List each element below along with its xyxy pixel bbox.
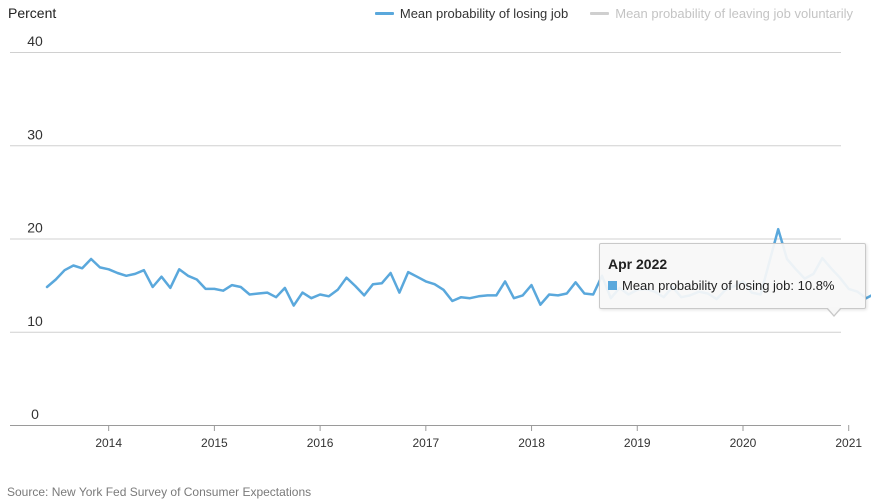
legend-swatch-losing-job bbox=[374, 12, 394, 15]
y-tick-label-10: 10 bbox=[27, 313, 43, 329]
x-tick-label-2017: 2017 bbox=[412, 436, 439, 450]
legend-label-leaving-voluntarily: Mean probability of leaving job voluntar… bbox=[615, 6, 853, 21]
x-tick-label-2019: 2019 bbox=[624, 436, 651, 450]
x-tick-label-2015: 2015 bbox=[201, 436, 228, 450]
x-tick-label-2016: 2016 bbox=[307, 436, 334, 450]
source-note: Source: New York Fed Survey of Consumer … bbox=[7, 485, 312, 499]
y-tick-label-40: 40 bbox=[27, 33, 43, 49]
legend: Mean probability of losing job Mean prob… bbox=[374, 6, 853, 21]
legend-label-losing-job: Mean probability of losing job bbox=[399, 6, 569, 21]
x-tick-label-2021: 2021 bbox=[835, 436, 862, 450]
legend-item-leaving-voluntarily[interactable]: Mean probability of leaving job voluntar… bbox=[590, 6, 853, 21]
legend-swatch-leaving-voluntarily bbox=[590, 12, 610, 15]
x-tick-label-2014: 2014 bbox=[95, 436, 122, 450]
tooltip-series-name: Mean probability of losing job bbox=[622, 278, 791, 293]
tooltip-series-swatch bbox=[608, 281, 617, 290]
data-tooltip: Apr 2022 Mean probability of losing job … bbox=[599, 243, 866, 317]
tooltip-row: Mean probability of losing job : 10.8% bbox=[608, 278, 835, 293]
y-tick-label-0: 0 bbox=[31, 406, 39, 422]
tooltip-value: 10.8% bbox=[797, 278, 835, 293]
tooltip-separator: : bbox=[790, 278, 798, 293]
y-tick-label-20: 20 bbox=[27, 220, 43, 236]
tooltip-period: Apr 2022 bbox=[608, 256, 668, 272]
y-axis-title: Percent bbox=[8, 5, 57, 21]
tooltip-pointer bbox=[826, 307, 842, 317]
x-tick-label-2020: 2020 bbox=[730, 436, 757, 450]
x-tick-label-2018: 2018 bbox=[518, 436, 545, 450]
legend-item-losing-job[interactable]: Mean probability of losing job bbox=[374, 6, 569, 21]
y-tick-label-30: 30 bbox=[27, 126, 43, 142]
